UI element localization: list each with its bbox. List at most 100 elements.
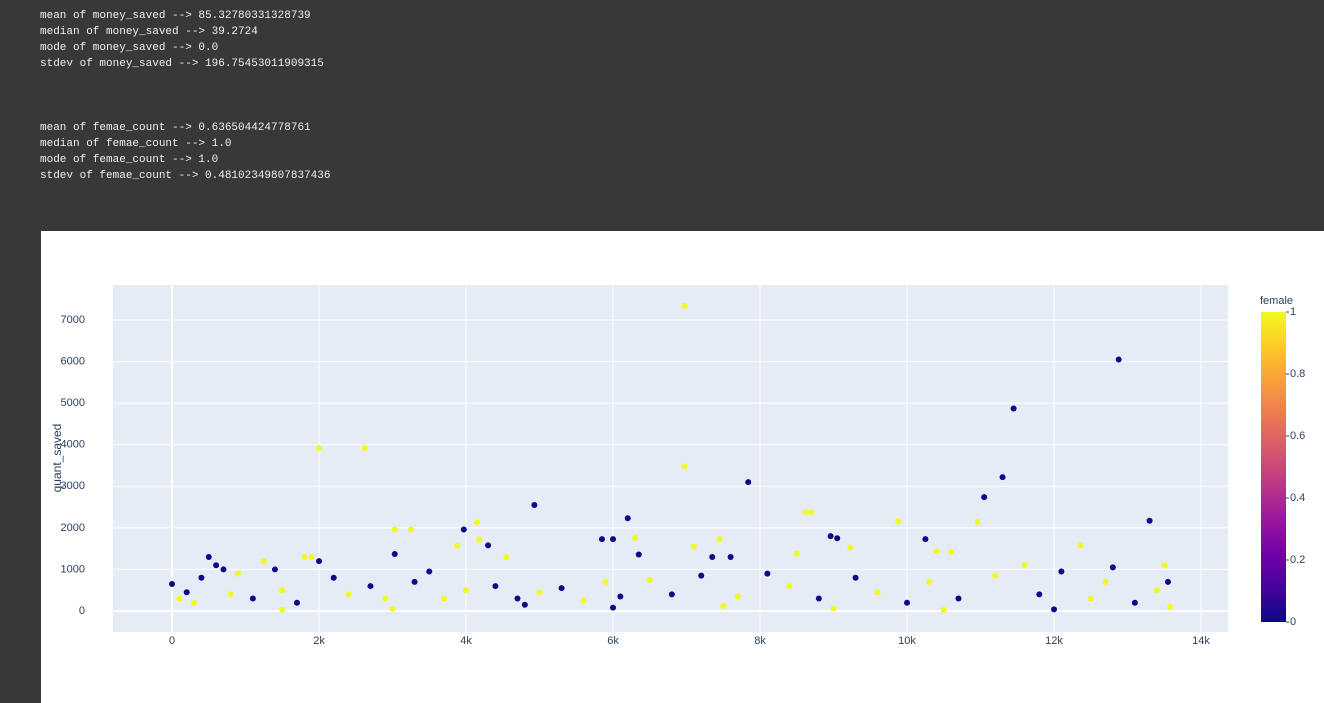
point	[598, 536, 605, 543]
point	[808, 509, 815, 516]
output-block: mean of money_saved --> 85.3278033132873…	[40, 8, 330, 72]
point	[974, 519, 981, 526]
colorbar-tick-label: 1	[1290, 306, 1296, 318]
point	[1102, 578, 1109, 585]
point	[169, 580, 176, 587]
point	[308, 553, 315, 560]
point	[1087, 595, 1094, 602]
point	[213, 562, 220, 569]
y-tick-label: 6000	[61, 355, 85, 367]
point	[227, 591, 234, 598]
colorbar-tick-label: 0.4	[1290, 492, 1305, 504]
point	[1051, 606, 1058, 613]
point	[690, 543, 697, 550]
point	[716, 536, 723, 543]
point	[646, 576, 653, 583]
point	[183, 589, 190, 596]
point	[249, 595, 256, 602]
output-line: stdev of femae_count --> 0.4810234980783…	[40, 170, 331, 182]
x-tick-label: 10k	[898, 635, 916, 647]
output-line: mode of femae_count --> 1.0	[40, 154, 219, 166]
point	[426, 568, 433, 575]
point	[727, 553, 734, 560]
point	[191, 599, 198, 606]
point	[503, 553, 510, 560]
point	[852, 574, 859, 581]
point	[521, 601, 528, 608]
console-output: mean of money_saved --> 85.3278033132873…	[40, 8, 330, 232]
point	[632, 534, 639, 541]
point	[391, 551, 398, 558]
point	[345, 591, 352, 598]
point	[668, 591, 675, 598]
point	[531, 501, 538, 508]
point	[316, 445, 323, 452]
point	[830, 605, 837, 612]
point	[1109, 564, 1116, 571]
point	[198, 574, 205, 581]
point	[260, 558, 267, 565]
point	[617, 593, 624, 600]
point	[764, 570, 771, 577]
colorbar	[1261, 312, 1286, 622]
point	[720, 603, 727, 610]
x-tick-label: 4k	[460, 635, 472, 647]
point	[802, 509, 809, 516]
point	[220, 566, 227, 573]
point	[926, 578, 933, 585]
point	[536, 589, 543, 596]
point	[176, 595, 183, 602]
point	[874, 589, 881, 596]
y-tick-label: 1000	[61, 563, 85, 575]
point	[1167, 603, 1174, 610]
point	[922, 536, 929, 543]
output-line: median of femae_count --> 1.0	[40, 138, 232, 150]
point	[624, 515, 631, 522]
point	[948, 548, 955, 555]
output-line: mode of money_saved --> 0.0	[40, 42, 219, 54]
point	[940, 607, 947, 614]
point	[271, 566, 278, 573]
y-axis-title: quant_saved	[50, 424, 64, 493]
point	[1021, 562, 1028, 569]
colorbar-title: female	[1260, 295, 1293, 307]
point	[895, 518, 902, 525]
point	[391, 526, 398, 533]
point	[474, 519, 481, 526]
point	[330, 574, 337, 581]
point	[580, 597, 587, 604]
y-tick-label: 2000	[61, 522, 85, 534]
point	[367, 583, 374, 590]
output-line: median of money_saved --> 39.2724	[40, 26, 258, 38]
y-tick-label: 3000	[61, 480, 85, 492]
point	[602, 578, 609, 585]
point	[382, 595, 389, 602]
point	[463, 587, 470, 594]
point	[1036, 591, 1043, 598]
x-tick-label: 8k	[754, 635, 766, 647]
point	[827, 533, 834, 540]
output-line: mean of femae_count --> 0.63650442477876…	[40, 122, 311, 134]
point	[981, 494, 988, 501]
point	[933, 548, 940, 555]
point	[955, 595, 962, 602]
colorbar-tick-label: 0.6	[1290, 430, 1305, 442]
y-tick-label: 5000	[61, 397, 85, 409]
colorbar-tick-label: 0.2	[1290, 554, 1305, 566]
point	[834, 535, 841, 542]
x-tick-label: 6k	[607, 635, 619, 647]
point	[1010, 405, 1017, 412]
point	[1153, 587, 1160, 594]
point	[815, 595, 822, 602]
output-line: mean of money_saved --> 85.3278033132873…	[40, 10, 311, 22]
point	[476, 536, 483, 543]
point	[279, 587, 286, 594]
point	[361, 445, 368, 452]
plot-background	[113, 285, 1228, 632]
point	[992, 572, 999, 579]
x-tick-label: 2k	[313, 635, 325, 647]
point	[610, 604, 617, 611]
point	[1131, 599, 1138, 606]
y-tick-label: 0	[79, 605, 85, 617]
